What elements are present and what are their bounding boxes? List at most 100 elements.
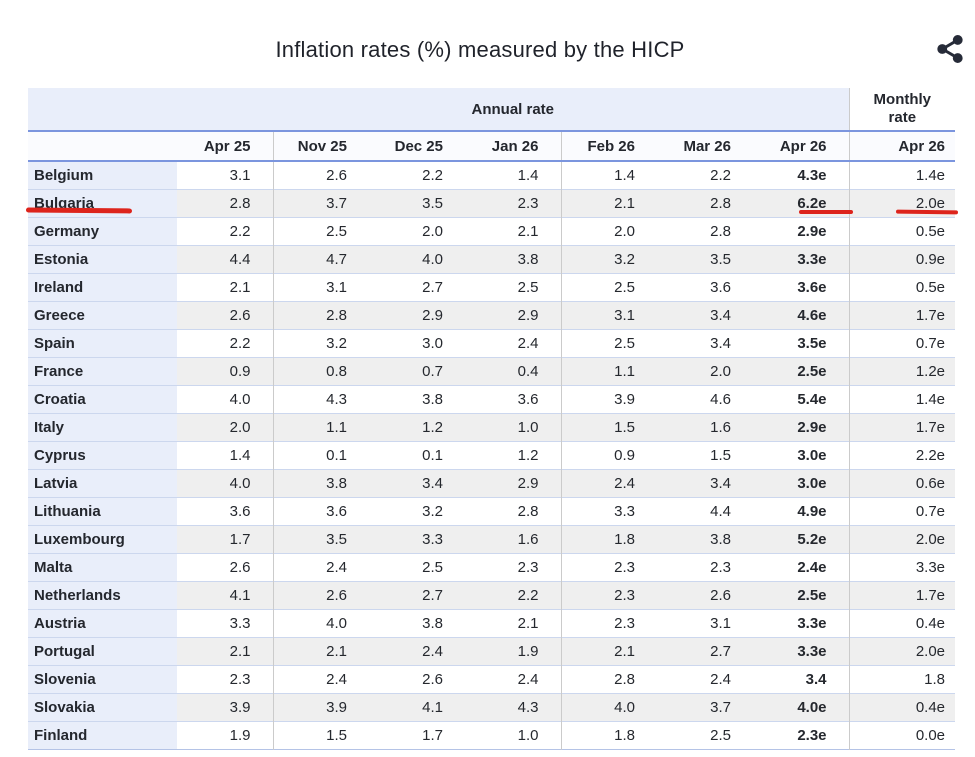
month-header-row: Apr 25 Nov 25 Dec 25 Jan 26 Feb 26 Mar 2… xyxy=(28,131,956,161)
country-label: Malta xyxy=(28,553,177,581)
annual-value-cell: 2.1 xyxy=(177,273,274,301)
table-row: Latvia 4.0 3.8 3.4 2.9 2.4 3.4 3.0e 0.6e xyxy=(28,469,956,497)
red-underline-monthly-value xyxy=(895,209,959,215)
monthly-value-cell: 1.2e xyxy=(848,357,956,385)
annual-value-cell: 3.6e xyxy=(753,273,850,301)
annual-value-cell: 3.1 xyxy=(273,273,369,301)
annual-value-cell: 4.9e xyxy=(753,497,850,525)
country-label: Ireland xyxy=(28,273,177,301)
annual-value-cell: 3.1 xyxy=(177,161,274,189)
annual-value-cell: 3.4 xyxy=(657,301,753,329)
annual-value-cell: 2.5 xyxy=(561,329,657,357)
annual-value-cell: 2.5 xyxy=(657,721,753,749)
country-label: France xyxy=(28,357,177,385)
annual-value-cell: 4.0 xyxy=(177,385,274,413)
annual-value-cell: 2.1 xyxy=(177,637,274,665)
country-label: Spain xyxy=(28,329,177,357)
monthly-value-cell: 1.8 xyxy=(848,665,956,693)
annual-value-cell: 0.8 xyxy=(273,357,369,385)
annual-value-cell: 2.6 xyxy=(369,665,465,693)
annual-value-cell: 3.6 xyxy=(657,273,753,301)
table-row: Malta 2.6 2.4 2.5 2.3 2.3 2.3 2.4e 3.3e xyxy=(28,553,956,581)
annual-value-cell: 1.6 xyxy=(657,413,753,441)
annual-value-cell: 3.0e xyxy=(753,469,850,497)
country-label: Slovenia xyxy=(28,665,177,693)
table-row: Germany 2.2 2.5 2.0 2.1 2.0 2.8 2.9e 0.5e xyxy=(28,217,956,245)
annual-value-cell: 2.1 xyxy=(561,189,657,217)
page-title: Inflation rates (%) measured by the HICP xyxy=(275,37,685,62)
table-row: Slovenia 2.3 2.4 2.6 2.4 2.8 2.4 3.4 1.8 xyxy=(28,665,956,693)
inflation-table: Annual rate Monthly rate Apr 25 Nov 25 D… xyxy=(28,88,956,750)
annual-value-cell: 3.2 xyxy=(369,497,465,525)
table-row: Ireland 2.1 3.1 2.7 2.5 2.5 3.6 3.6e 0.5e xyxy=(28,273,956,301)
annual-value-cell: 2.4 xyxy=(465,329,562,357)
share-button[interactable] xyxy=(926,30,974,68)
annual-value-cell: 2.9 xyxy=(465,469,562,497)
annual-value-cell: 2.4 xyxy=(561,469,657,497)
annual-value-cell: 2.8 xyxy=(657,217,753,245)
annual-value-cell: 4.4 xyxy=(657,497,753,525)
annual-value-cell: 0.9 xyxy=(177,357,274,385)
corner-cell xyxy=(28,131,177,161)
monthly-value-cell: 3.3e xyxy=(848,553,956,581)
annual-value-cell: 2.9e xyxy=(753,217,850,245)
annual-value-cell: 3.5 xyxy=(369,189,465,217)
annual-value-cell: 2.5e xyxy=(753,581,850,609)
country-label: Cyprus xyxy=(28,441,177,469)
annual-value-cell: 4.0e xyxy=(753,693,850,721)
country-label: Portugal xyxy=(28,637,177,665)
annual-value-cell: 2.1 xyxy=(561,637,657,665)
monthly-value-cell: 1.4e xyxy=(848,161,956,189)
annual-value-cell: 1.6 xyxy=(465,525,562,553)
column-header: Jan 26 xyxy=(465,131,562,161)
annual-value-cell: 4.3e xyxy=(753,161,850,189)
annual-value-cell: 3.4 xyxy=(657,469,753,497)
annual-rate-header: Annual rate xyxy=(177,88,850,131)
annual-value-cell: 4.7 xyxy=(273,245,369,273)
monthly-column-header: Apr 26 xyxy=(848,131,956,161)
annual-value-cell: 2.0 xyxy=(369,217,465,245)
table-row: Cyprus 1.4 0.1 0.1 1.2 0.9 1.5 3.0e 2.2e xyxy=(28,441,956,469)
table-row: Portugal 2.1 2.1 2.4 1.9 2.1 2.7 3.3e 2.0e xyxy=(28,637,956,665)
annual-value-cell: 0.9 xyxy=(561,441,657,469)
table-row: Spain 2.2 3.2 3.0 2.4 2.5 3.4 3.5e 0.7e xyxy=(28,329,956,357)
annual-value-cell: 5.2e xyxy=(753,525,850,553)
country-label: Luxembourg xyxy=(28,525,177,553)
annual-value-cell: 3.0e xyxy=(753,441,850,469)
country-label: Austria xyxy=(28,609,177,637)
annual-value-cell: 1.8 xyxy=(561,721,657,749)
annual-value-cell: 2.6 xyxy=(657,581,753,609)
annual-value-cell: 2.9 xyxy=(369,301,465,329)
red-underline-annual-value xyxy=(799,210,853,214)
table-body: Belgium 3.1 2.6 2.2 1.4 1.4 2.2 4.3e 1.4e Bulgari… xyxy=(28,161,956,749)
annual-value-cell: 2.4 xyxy=(369,637,465,665)
annual-value-cell: 1.5 xyxy=(657,441,753,469)
annual-value-cell: 2.6 xyxy=(177,553,274,581)
annual-value-cell: 0.1 xyxy=(273,441,369,469)
monthly-value-cell: 0.0e xyxy=(848,721,956,749)
annual-value-cell: 1.7 xyxy=(369,721,465,749)
annual-value-cell: 3.8 xyxy=(465,245,562,273)
monthly-value-cell: 0.5e xyxy=(848,273,956,301)
annual-value-cell: 2.0 xyxy=(177,413,274,441)
annual-value-cell: 3.9 xyxy=(273,693,369,721)
annual-value-cell: 3.2 xyxy=(273,329,369,357)
annual-value-cell: 3.3 xyxy=(561,497,657,525)
annual-value-cell: 4.0 xyxy=(369,245,465,273)
annual-value-cell: 1.4 xyxy=(177,441,274,469)
annual-value-cell: 2.6 xyxy=(177,301,274,329)
monthly-value-cell: 0.5e xyxy=(848,217,956,245)
annual-value-cell: 3.8 xyxy=(369,385,465,413)
annual-value-cell: 0.4 xyxy=(465,357,562,385)
table-row: Austria 3.3 4.0 3.8 2.1 2.3 3.1 3.3e 0.4e xyxy=(28,609,956,637)
monthly-value-cell: 2.0e xyxy=(848,637,956,665)
annual-value-cell: 3.8 xyxy=(273,469,369,497)
annual-value-cell: 1.0 xyxy=(465,721,562,749)
column-header: Apr 25 xyxy=(177,131,274,161)
annual-value-cell: 2.3 xyxy=(657,553,753,581)
group-header-row: Annual rate Monthly rate xyxy=(28,88,956,131)
annual-value-cell: 2.7 xyxy=(657,637,753,665)
table-row: Slovakia 3.9 3.9 4.1 4.3 4.0 3.7 4.0e 0.4e xyxy=(28,693,956,721)
annual-value-cell: 2.7 xyxy=(369,273,465,301)
